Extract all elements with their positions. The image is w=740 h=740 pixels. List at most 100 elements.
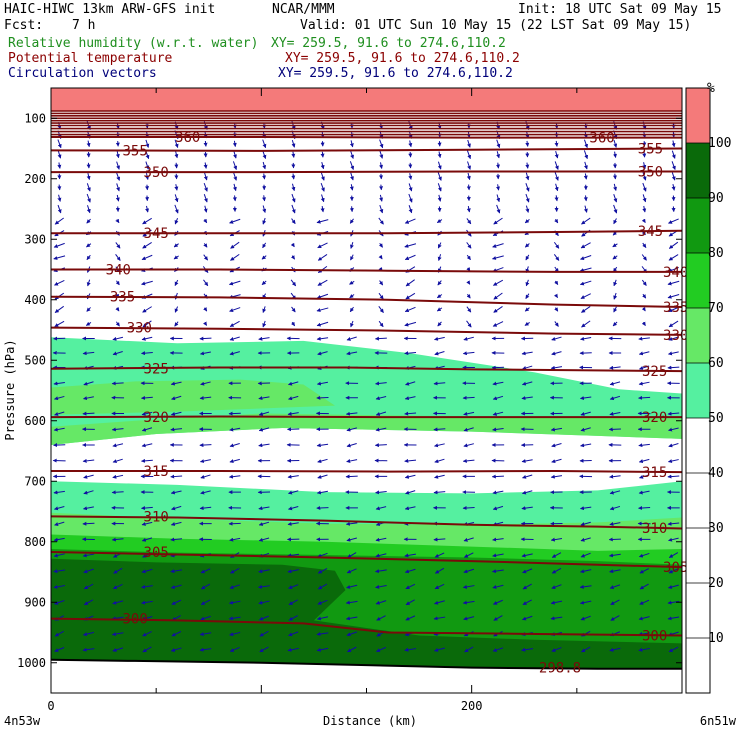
circulation-vector xyxy=(141,458,153,463)
circulation-vector xyxy=(111,381,124,386)
circulation-vector xyxy=(229,458,240,464)
circulation-vector xyxy=(437,321,442,327)
circulation-vector xyxy=(638,351,650,356)
circulation-vector xyxy=(463,427,474,432)
circulation-vector xyxy=(288,615,298,621)
circulation-vector xyxy=(579,396,592,401)
theta-label: 350 xyxy=(638,164,663,180)
circulation-vector xyxy=(551,336,562,341)
circulation-vector xyxy=(437,172,442,181)
circulation-vector xyxy=(522,365,533,370)
circulation-vector xyxy=(316,321,329,327)
field-name-vectors: Circulation vectors xyxy=(8,66,157,81)
circulation-vector xyxy=(580,427,591,432)
y-tick-label: 700 xyxy=(24,474,46,488)
circulation-vector xyxy=(199,351,211,356)
circulation-vector xyxy=(199,459,211,463)
circulation-vector xyxy=(583,161,588,170)
circulation-vector xyxy=(579,280,592,286)
circulation-vector xyxy=(638,490,650,495)
circulation-vector xyxy=(316,307,329,312)
circulation-vector xyxy=(174,306,179,313)
org-label: NCAR/MMM xyxy=(272,2,335,17)
circulation-vector xyxy=(141,336,153,341)
circulation-vector xyxy=(437,242,442,249)
circulation-vector xyxy=(229,537,241,542)
circulation-vector xyxy=(525,182,530,192)
theta-label: 325 xyxy=(144,362,169,378)
circulation-vector xyxy=(467,139,471,148)
circulation-vector xyxy=(376,615,386,621)
circulation-vector xyxy=(550,365,563,370)
circulation-vector xyxy=(375,381,387,386)
circulation-vector xyxy=(229,584,240,589)
circulation-vector xyxy=(54,280,65,286)
theta-label: 300 xyxy=(642,629,667,645)
circulation-vector xyxy=(291,321,296,327)
circulation-vector xyxy=(232,183,237,192)
circulation-vector xyxy=(258,600,270,605)
circulation-vector xyxy=(316,647,329,652)
forecast-label: Fcst: xyxy=(4,18,44,33)
circulation-vector xyxy=(53,242,65,248)
circulation-vector xyxy=(466,172,471,181)
circulation-vector xyxy=(258,396,270,401)
circulation-vector xyxy=(142,306,152,313)
circulation-vector xyxy=(320,172,325,181)
circulation-vector xyxy=(642,172,647,181)
circulation-vector xyxy=(113,567,123,574)
colorbar-bin xyxy=(686,198,710,253)
circulation-vector xyxy=(232,195,237,202)
rh-region-8 xyxy=(51,88,682,111)
circulation-vector xyxy=(379,150,384,159)
theta-label: 360 xyxy=(175,130,200,146)
circulation-vector xyxy=(320,194,325,203)
circulation-vector xyxy=(375,490,387,495)
circulation-vector xyxy=(142,217,152,225)
circulation-vector xyxy=(86,183,91,192)
circulation-vector xyxy=(463,411,475,416)
circulation-vector xyxy=(525,140,530,147)
theta-label: 335 xyxy=(663,300,688,316)
circulation-vector xyxy=(668,241,679,249)
circulation-vector xyxy=(228,600,241,605)
circulation-vector xyxy=(492,395,504,401)
theta-label: 310 xyxy=(642,521,667,537)
circulation-vector xyxy=(54,647,65,652)
circulation-vector xyxy=(639,474,650,479)
circulation-vector xyxy=(638,381,650,386)
circulation-vector xyxy=(667,600,680,605)
circulation-vector xyxy=(462,600,475,605)
circulation-vector xyxy=(86,162,91,169)
circulation-vector xyxy=(345,474,358,479)
circulation-vector xyxy=(404,411,417,416)
circulation-vector xyxy=(668,537,679,542)
circulation-vector xyxy=(317,458,328,464)
theta-label: 340 xyxy=(663,265,688,281)
theta-contour-320 xyxy=(51,415,682,419)
circulation-vector xyxy=(111,490,124,495)
circulation-vector xyxy=(609,490,621,495)
circulation-vector xyxy=(116,161,120,170)
circulation-vector xyxy=(613,204,618,214)
circulation-vector xyxy=(170,490,182,495)
circulation-vector xyxy=(233,172,238,181)
circulation-vector xyxy=(521,490,533,495)
circulation-vector xyxy=(115,194,120,202)
circulation-vector xyxy=(54,305,64,313)
circulation-vector xyxy=(375,600,387,605)
circulation-vector xyxy=(291,139,296,148)
circulation-vector xyxy=(668,442,679,448)
circulation-vector xyxy=(316,219,329,224)
circulation-vector xyxy=(199,632,212,637)
circulation-vector xyxy=(467,161,471,170)
circulation-vector xyxy=(433,381,446,386)
circulation-vector xyxy=(641,254,647,261)
circulation-vector xyxy=(408,183,413,192)
circulation-vector xyxy=(579,506,592,511)
circulation-vector xyxy=(316,616,329,621)
circulation-vector xyxy=(203,162,208,169)
circulation-vector xyxy=(466,293,471,299)
circulation-vector xyxy=(404,553,417,558)
